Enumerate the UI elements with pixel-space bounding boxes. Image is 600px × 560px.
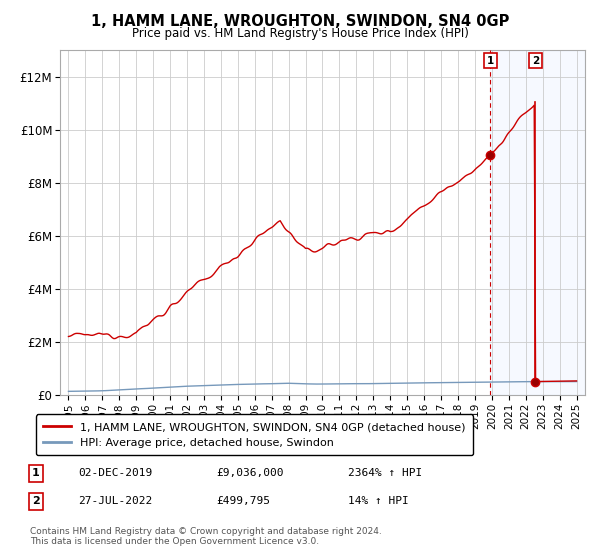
Text: 02-DEC-2019: 02-DEC-2019 [78,468,152,478]
Text: 2: 2 [532,55,539,66]
Text: Contains HM Land Registry data © Crown copyright and database right 2024.
This d: Contains HM Land Registry data © Crown c… [30,526,382,546]
Text: £9,036,000: £9,036,000 [216,468,284,478]
Text: 14% ↑ HPI: 14% ↑ HPI [348,496,409,506]
Text: 2: 2 [32,496,40,506]
Bar [490,50,585,395]
Text: £499,795: £499,795 [216,496,270,506]
Text: 1: 1 [32,468,40,478]
Text: 1: 1 [487,55,494,66]
Legend: 1, HAMM LANE, WROUGHTON, SWINDON, SN4 0GP (detached house), HPI: Average price, : 1, HAMM LANE, WROUGHTON, SWINDON, SN4 0G… [35,414,473,455]
Text: 27-JUL-2022: 27-JUL-2022 [78,496,152,506]
Text: 2364% ↑ HPI: 2364% ↑ HPI [348,468,422,478]
Text: Price paid vs. HM Land Registry's House Price Index (HPI): Price paid vs. HM Land Registry's House … [131,27,469,40]
Text: 1, HAMM LANE, WROUGHTON, SWINDON, SN4 0GP: 1, HAMM LANE, WROUGHTON, SWINDON, SN4 0G… [91,14,509,29]
